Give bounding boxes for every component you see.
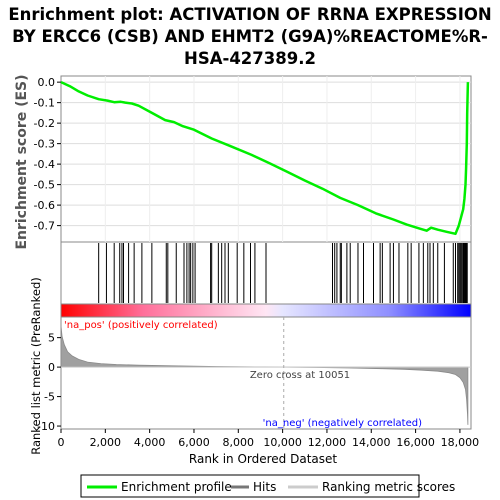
x-tick-label: 2,000 [90, 436, 122, 449]
metric-y-tick-label: -5 [44, 391, 55, 404]
neg-correlated-label: 'na_neg' (negatively correlated) [263, 418, 422, 429]
es-y-tick-label: -0.1 [34, 97, 55, 110]
legend-hits-label: Hits [253, 480, 276, 494]
legend: Enrichment profile Hits Ranking metric s… [80, 474, 455, 498]
enrichment-profile-line [60, 80, 470, 236]
metric-y-tick-label: 0 [48, 361, 55, 374]
x-tick-label: 0 [58, 436, 65, 449]
metric-y-tick-label: 5 [48, 332, 55, 345]
x-tick-label: 14,000 [352, 436, 391, 449]
es-grid [61, 76, 471, 242]
es-y-tick-label: -0.3 [34, 138, 55, 151]
x-tick-label: 8,000 [223, 436, 255, 449]
x-tick-label: 6,000 [178, 436, 210, 449]
x-tick-label: 10,000 [263, 436, 302, 449]
legend-box [80, 474, 420, 498]
es-y-tick-label: 0.0 [38, 76, 56, 89]
legend-enrichment-label: Enrichment profile [121, 480, 232, 494]
es-y-tick-label: -0.7 [34, 220, 55, 233]
rank-color-bar [60, 303, 472, 318]
chart-title-line-1: Enrichment plot: ACTIVATION OF RRNA EXPR… [8, 5, 491, 24]
metric-y-axis-label: Ranked list metric (PreRanked) [29, 277, 43, 455]
legend-metric-label: Ranking metric scores [322, 480, 455, 494]
chart-title-line-2: BY ERCC6 (CSB) AND EHMT2 (G9A)%REACTOME%… [12, 27, 488, 46]
x-tick-label: 16,000 [396, 436, 435, 449]
pos-correlated-label: 'na_pos' (positively correlated) [64, 320, 218, 331]
x-tick-label: 12,000 [308, 436, 347, 449]
metric-y-ticks: 5 0 -5 -10 [37, 332, 61, 433]
metric-panel-frame [60, 316, 472, 430]
es-curve-group [60, 80, 470, 236]
es-y-tick-label: -0.6 [34, 199, 55, 212]
zero-cross-label: Zero cross at 10051 [250, 370, 350, 381]
metric-group [60, 317, 471, 429]
chart-title-line-3: HSA-427389.2 [184, 49, 316, 68]
x-tick-label: 4,000 [134, 436, 166, 449]
x-tick-label: 18,000 [441, 436, 480, 449]
hits-group [98, 243, 468, 303]
es-y-tick-label: -0.4 [34, 158, 55, 171]
es-y-ticks: 0.0 -0.1 -0.2 -0.3 -0.4 -0.5 -0.6 -0.7 [34, 76, 61, 233]
x-axis-label: Rank in Ordered Dataset [189, 452, 337, 466]
metric-y-tick-label: -10 [37, 420, 55, 433]
es-y-axis-label: Enrichment score (ES) [14, 74, 30, 249]
x-ticks: 0 2,000 4,000 6,000 8,000 10,000 12,000 14,000 1… [58, 429, 480, 449]
es-y-tick-label: -0.2 [34, 117, 55, 130]
es-y-tick-label: -0.5 [34, 179, 55, 192]
